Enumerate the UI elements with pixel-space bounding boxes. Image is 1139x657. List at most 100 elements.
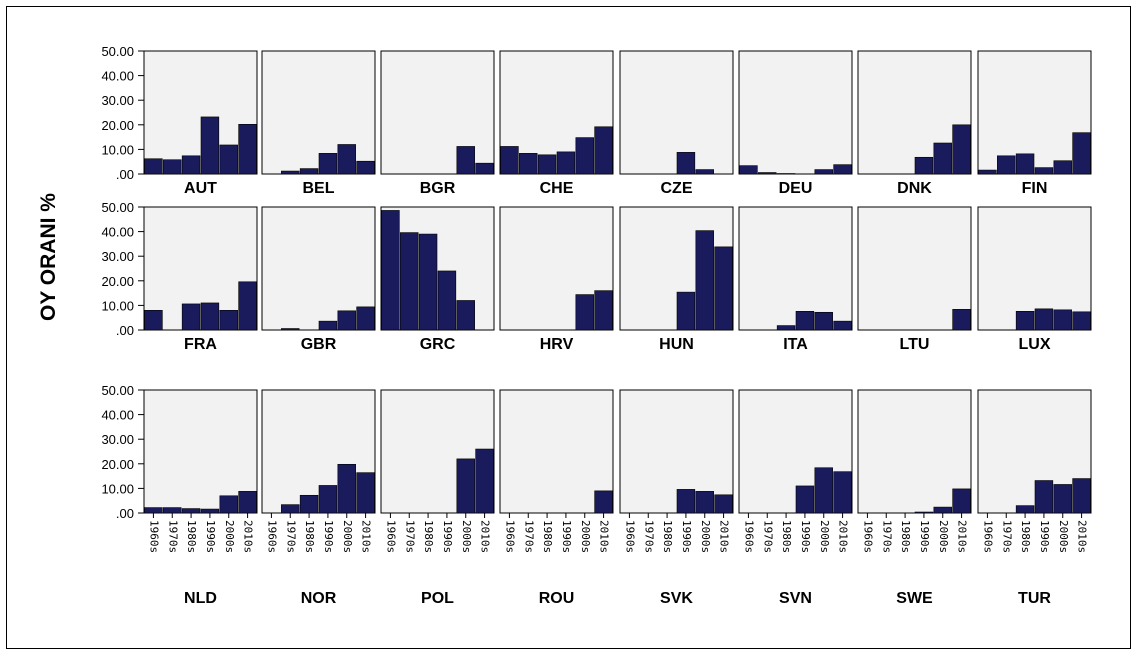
bar-swe-2010s — [952, 488, 971, 514]
bar-lux-2000s — [1053, 309, 1072, 331]
bar-aut-1960s — [144, 158, 163, 175]
y-tick-label: .00 — [116, 167, 134, 182]
bar-che-1960s — [500, 146, 519, 175]
bar-aut-1980s — [181, 155, 201, 175]
bar-fin-1990s — [1034, 167, 1054, 175]
x-tick-label: 2010s — [718, 520, 731, 553]
x-tick-label: 1980s — [899, 520, 912, 553]
y-tick-label: 20.00 — [101, 118, 134, 133]
bar-deu-1970s — [758, 172, 777, 175]
bar-deu-2000s — [814, 169, 833, 175]
bar-gbr-2010s — [356, 306, 375, 331]
x-tick-label: 1960s — [384, 520, 397, 553]
bar-nor-1980s — [299, 494, 319, 514]
panel-fra — [143, 206, 258, 331]
bar-che-1970s — [519, 153, 538, 175]
panel-nld — [143, 389, 258, 514]
bar-gbr-1990s — [318, 320, 338, 331]
panel-label-gbr: GBR — [301, 336, 337, 353]
bar-lux-2010s — [1072, 311, 1091, 331]
x-tick-label: 2000s — [223, 520, 236, 553]
bar-svk-1990s — [676, 489, 696, 514]
panel-deu — [738, 50, 853, 175]
panel-gbr — [261, 206, 376, 331]
panel-label-hrv: HRV — [540, 336, 574, 353]
y-tick-label: 20.00 — [101, 457, 134, 472]
x-tick-label: 1990s — [322, 520, 335, 553]
bar-nor-1990s — [318, 485, 338, 514]
bar-nld-2000s — [219, 495, 238, 514]
bar-nld-1990s — [200, 508, 220, 514]
bar-tur-1990s — [1034, 480, 1054, 514]
panel-lux — [977, 206, 1092, 331]
bar-tur-1980s — [1015, 505, 1035, 514]
bar-fra-2010s — [238, 281, 257, 331]
panel-label-pol: POL — [421, 590, 454, 607]
x-tick-label: 1960s — [503, 520, 516, 553]
bar-swe-1990s — [914, 511, 934, 514]
bar-grc-1980s — [418, 233, 438, 331]
bar-ita-2000s — [814, 311, 833, 331]
y-tick-label: 30.00 — [101, 249, 134, 264]
bar-aut-1970s — [163, 159, 182, 175]
panel-label-fra: FRA — [184, 336, 217, 353]
panel-label-nld: NLD — [184, 590, 217, 607]
panel-ita — [738, 206, 853, 331]
bar-dnk-2000s — [933, 142, 952, 175]
y-tick-label: .00 — [116, 323, 134, 338]
bar-pol-2000s — [456, 458, 475, 514]
bar-nld-1980s — [181, 508, 201, 514]
bar-nld-2010s — [238, 491, 257, 514]
panel-hrv — [499, 206, 614, 331]
bar-nld-1960s — [144, 507, 163, 514]
panel-svn — [738, 389, 853, 514]
bar-ita-1990s — [795, 311, 815, 331]
x-tick-label: 2000s — [699, 520, 712, 553]
bar-svn-2000s — [814, 467, 833, 514]
bar-cze-1990s — [676, 152, 696, 175]
bar-bel-1970s — [281, 170, 300, 175]
panel-label-tur: TUR — [1018, 590, 1051, 607]
bar-fra-1990s — [200, 302, 220, 331]
panel-tur — [977, 389, 1092, 514]
bar-tur-2010s — [1072, 478, 1091, 514]
x-tick-label: 1980s — [780, 520, 793, 553]
x-tick-label: 2000s — [341, 520, 354, 553]
x-tick-label: 2000s — [579, 520, 592, 553]
panel-fin — [977, 50, 1092, 175]
bar-fra-1980s — [181, 303, 201, 331]
bar-che-2000s — [575, 137, 594, 175]
panel-label-bgr: BGR — [420, 180, 456, 197]
x-tick-label: 1990s — [918, 520, 931, 553]
y-tick-label: 40.00 — [101, 408, 134, 423]
panel-label-nor: NOR — [301, 590, 337, 607]
y-tick-label: 10.00 — [101, 298, 134, 313]
y-tick-label: 10.00 — [101, 481, 134, 496]
x-tick-label: 2010s — [837, 520, 850, 553]
panel-label-bel: BEL — [303, 180, 335, 197]
panel-label-lux: LUX — [1019, 336, 1051, 353]
bar-pol-2010s — [475, 448, 494, 514]
bar-bel-2000s — [337, 144, 356, 175]
x-tick-label: 1970s — [166, 520, 179, 553]
panel-bel — [261, 50, 376, 175]
bar-rou-2010s — [594, 490, 613, 514]
bar-fin-1980s — [1015, 153, 1035, 175]
x-tick-label: 1960s — [981, 520, 994, 553]
x-tick-label: 1970s — [761, 520, 774, 553]
bar-cze-2000s — [695, 169, 714, 175]
bar-che-2010s — [594, 126, 613, 175]
x-tick-label: 2010s — [956, 520, 969, 553]
bar-aut-2010s — [238, 124, 257, 175]
panel-rou — [499, 389, 614, 514]
bar-grc-1990s — [437, 270, 457, 331]
chart-frame — [6, 6, 1131, 649]
bar-fra-2000s — [219, 310, 238, 331]
y-tick-label: 40.00 — [101, 225, 134, 240]
x-tick-label: 1990s — [799, 520, 812, 553]
bar-bgr-2010s — [475, 162, 494, 175]
x-tick-label: 1970s — [522, 520, 535, 553]
y-tick-label: 30.00 — [101, 93, 134, 108]
bar-nld-1970s — [163, 507, 182, 514]
bar-svk-2000s — [695, 491, 714, 514]
